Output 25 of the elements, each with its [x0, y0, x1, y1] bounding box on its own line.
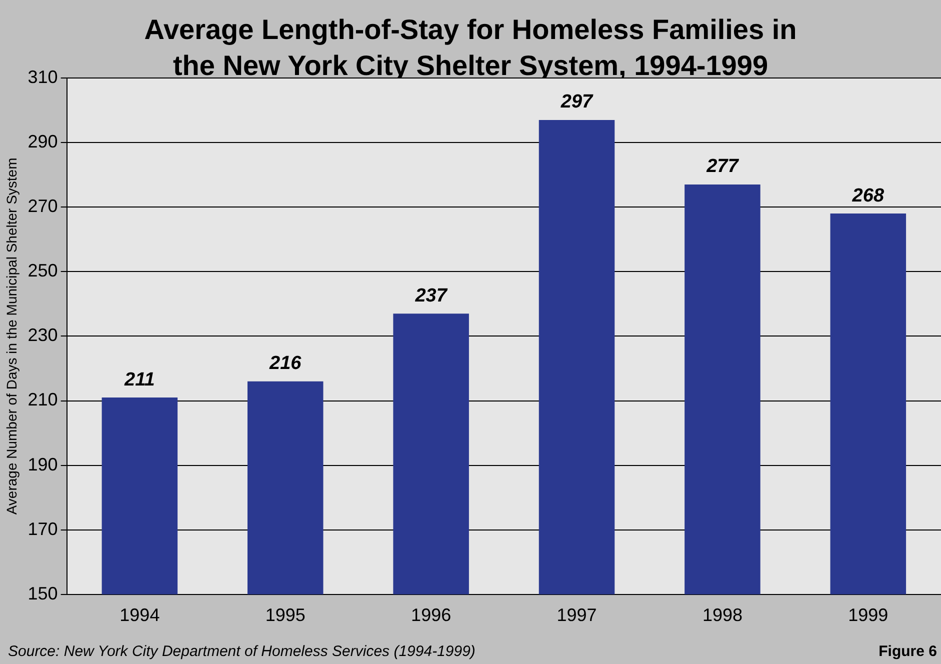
- chart-title: Average Length-of-Stay for Homeless Families in the New York City Shelter System, 1994-1999: [143, 13, 798, 83]
- x-tick-label: 1997: [556, 605, 597, 626]
- data-label: 211: [124, 369, 155, 390]
- data-label: 237: [414, 285, 448, 306]
- caption: Figure 6: [878, 643, 937, 660]
- y-tick-label: 270: [28, 196, 58, 216]
- source-note: Source: New York City Department of Homeless Services (1994-1999): [8, 643, 476, 660]
- data-label: 216: [268, 353, 302, 374]
- y-tick-label: 190: [28, 454, 58, 474]
- y-tick-label: 210: [28, 390, 58, 410]
- data-label: 277: [706, 156, 740, 178]
- y-tick-label: 230: [28, 325, 58, 346]
- x-tick-label: 1996: [411, 605, 452, 626]
- y-tick-label: 250: [28, 260, 58, 281]
- y-tick-label: 290: [28, 132, 58, 152]
- x-tick-label: 1994: [120, 605, 160, 626]
- data-label: 268: [851, 185, 884, 206]
- x-tick-label: 1995: [265, 605, 306, 626]
- y-axis-title: Average Number of Days in the Municipal Shelter System: [3, 158, 20, 515]
- x-tick-label: 1998: [702, 605, 742, 626]
- y-tick-label: 170: [28, 518, 58, 539]
- y-tick-label: 150: [28, 583, 58, 604]
- y-tick-label: 310: [28, 66, 58, 87]
- data-label: 297: [560, 92, 594, 113]
- x-tick-label: 1999: [848, 605, 888, 626]
